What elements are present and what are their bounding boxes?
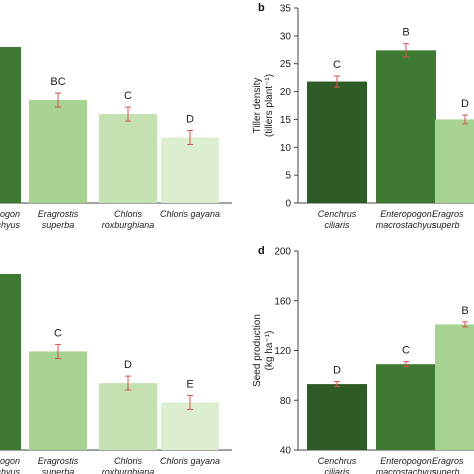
- y-tick-label: 35: [280, 4, 292, 15]
- category-label: macrostachyus: [376, 220, 437, 230]
- significance-label: D: [186, 113, 194, 125]
- category-label: macrostachyus: [376, 467, 437, 474]
- bar: [161, 402, 219, 450]
- bar: [376, 50, 436, 203]
- category-label: roxburghiana: [102, 467, 155, 474]
- category-label: superb: [432, 220, 460, 230]
- y-axis-label: Tiller density: [252, 78, 263, 134]
- y-tick-label: 25: [280, 59, 292, 70]
- bar: [99, 383, 157, 450]
- category-label: superb: [432, 467, 460, 474]
- category-label: Enteropogon: [380, 456, 432, 466]
- category-label: superba: [42, 220, 75, 230]
- bar: [435, 324, 474, 450]
- bar: [0, 274, 21, 450]
- bar: [99, 114, 157, 203]
- category-label: tachyus: [0, 220, 20, 230]
- significance-label: BC: [50, 76, 65, 88]
- y-tick-label: 120: [274, 346, 291, 357]
- category-label: Eragros: [432, 209, 464, 219]
- y-tick-label: 30: [280, 31, 292, 42]
- y-tick-label: 0: [285, 199, 291, 210]
- significance-label: D: [333, 365, 341, 377]
- y-tick-label: 160: [274, 296, 291, 307]
- significance-label: C: [402, 345, 410, 357]
- category-label: ogon: [0, 456, 20, 466]
- bar: [376, 364, 436, 450]
- category-label: Eragrostis: [38, 456, 79, 466]
- y-tick-label: 40: [280, 446, 292, 457]
- category-label: Cenchrus: [318, 209, 357, 219]
- panel-label: b: [258, 2, 265, 14]
- category-label: Eragrostis: [38, 209, 79, 219]
- category-label: superba: [42, 467, 75, 474]
- y-axis-label: (tillers plant⁻¹): [264, 74, 275, 137]
- significance-label: D: [124, 359, 132, 371]
- significance-label: B: [461, 305, 468, 317]
- panel-label: d: [258, 245, 265, 257]
- significance-label: D: [461, 98, 469, 110]
- category-label: ciliaris: [324, 467, 350, 474]
- category-label: Chloris: [114, 456, 143, 466]
- bar: [435, 119, 474, 203]
- y-tick-label: 200: [274, 247, 291, 258]
- significance-label: E: [186, 378, 193, 390]
- category-label: Chloris gayana: [160, 209, 220, 219]
- category-label: Enteropogon: [380, 209, 432, 219]
- bar: [29, 100, 87, 203]
- bar: [0, 47, 21, 203]
- y-axis-label: (kg ha⁻¹): [264, 331, 275, 371]
- category-label: Eragros: [432, 456, 464, 466]
- y-tick-label: 5: [285, 171, 291, 182]
- category-label: achyus: [0, 467, 20, 474]
- bar: [307, 384, 367, 450]
- y-axis-label: Seed production: [252, 314, 263, 387]
- category-label: Chloris gayana: [160, 456, 220, 466]
- category-label: roxburghiana: [102, 220, 155, 230]
- y-tick-label: 80: [280, 396, 292, 407]
- significance-label: C: [333, 59, 341, 71]
- y-tick-label: 10: [280, 143, 292, 154]
- category-label: pogon: [0, 209, 20, 219]
- category-label: Chloris: [114, 209, 143, 219]
- significance-label: B: [402, 27, 409, 39]
- category-label: ciliaris: [324, 220, 350, 230]
- category-label: Cenchrus: [318, 456, 357, 466]
- bar: [29, 351, 87, 450]
- significance-label: C: [54, 327, 62, 339]
- bar: [307, 81, 367, 203]
- y-tick-label: 15: [280, 115, 292, 126]
- y-tick-label: 20: [280, 87, 292, 98]
- bar: [161, 137, 219, 203]
- significance-label: C: [124, 90, 132, 102]
